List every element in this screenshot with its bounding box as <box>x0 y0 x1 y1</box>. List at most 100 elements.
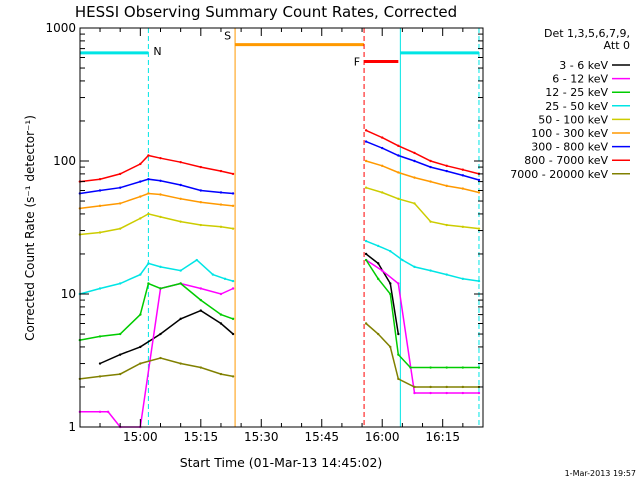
data-point <box>179 317 182 321</box>
data-point <box>376 244 380 248</box>
series-path <box>79 178 234 195</box>
data-point <box>118 353 122 356</box>
series-path <box>365 140 480 181</box>
data-point <box>413 151 416 155</box>
data-point <box>461 174 465 177</box>
data-point <box>231 375 235 378</box>
data-point <box>381 146 384 150</box>
series-path <box>79 282 234 341</box>
legend-entry-label: 12 - 25 keV <box>545 86 608 99</box>
data-point <box>231 332 235 336</box>
data-point <box>147 154 150 157</box>
data-point <box>376 262 380 265</box>
data-point <box>429 165 432 169</box>
data-point <box>461 366 465 369</box>
data-point <box>364 239 368 243</box>
data-point <box>118 172 122 176</box>
data-point <box>389 292 392 296</box>
data-point <box>429 180 432 183</box>
data-point <box>179 269 182 272</box>
data-point <box>376 332 380 336</box>
data-point <box>219 191 223 194</box>
data-point <box>381 269 384 272</box>
data-point <box>397 154 400 157</box>
data-point <box>231 227 235 230</box>
data-point <box>413 159 416 163</box>
data-point <box>364 252 368 256</box>
data-point <box>461 385 465 389</box>
data-point <box>429 269 432 272</box>
data-point <box>139 273 142 276</box>
data-point <box>106 410 110 414</box>
data-point <box>477 279 481 283</box>
data-point <box>139 217 142 220</box>
data-point <box>199 298 203 302</box>
data-point <box>219 203 223 206</box>
series-path <box>365 253 400 335</box>
data-point <box>445 184 448 188</box>
data-point <box>477 191 481 194</box>
data-point <box>159 287 162 290</box>
legend-entry-label: 25 - 50 keV <box>545 100 608 113</box>
data-point <box>413 385 416 389</box>
data-point <box>219 169 223 173</box>
series-path <box>365 129 480 175</box>
data-point <box>429 159 432 163</box>
data-point <box>364 258 368 262</box>
data-point <box>231 279 235 283</box>
data-point <box>118 282 122 285</box>
series-path <box>365 259 479 369</box>
data-point <box>118 227 122 230</box>
data-point <box>159 156 162 160</box>
series-line <box>78 258 481 429</box>
observing-flags: N S F <box>80 28 480 427</box>
data-point <box>199 165 203 169</box>
x-axis-label: Start Time (01-Mar-13 14:45:02) <box>180 455 383 470</box>
data-point <box>389 282 392 285</box>
data-point <box>219 292 223 296</box>
data-point <box>223 277 227 281</box>
data-point <box>381 164 384 168</box>
data-point <box>477 366 481 369</box>
data-point <box>401 258 404 262</box>
series-path <box>365 259 479 394</box>
data-point <box>429 391 432 395</box>
data-point <box>139 195 142 198</box>
x-tick-label: 16:00 <box>365 430 400 444</box>
series-path <box>365 240 480 282</box>
series-line <box>78 159 481 210</box>
footer-timestamp: 1-Mar-2013 19:57 <box>565 469 636 478</box>
data-point <box>461 168 465 171</box>
data-point <box>381 191 384 194</box>
series-path <box>79 213 234 236</box>
data-point <box>98 375 102 378</box>
legend-entry-label: 7000 - 20000 keV <box>510 168 608 181</box>
legend-entry-label: 100 - 300 keV <box>531 127 608 140</box>
series-line <box>98 252 400 365</box>
data-point <box>179 220 182 223</box>
data-point <box>179 183 182 187</box>
data-point <box>477 391 481 395</box>
legend-title: Att 0 <box>604 39 630 52</box>
data-point <box>118 202 122 205</box>
data-point <box>179 197 182 200</box>
data-point <box>461 187 465 190</box>
data-point <box>445 273 448 276</box>
data-point <box>397 332 400 336</box>
legend-title: Det 1,3,5,6,7,9, <box>544 27 630 40</box>
data-point <box>445 391 448 395</box>
data-point <box>139 345 142 349</box>
data-point <box>98 287 102 290</box>
data-point <box>445 366 448 369</box>
data-point <box>381 136 384 139</box>
series-path <box>79 282 234 428</box>
y-tick-label: 1 <box>68 420 76 434</box>
data-point <box>397 377 400 381</box>
series-path <box>99 309 234 365</box>
data-point <box>461 277 465 281</box>
data-point <box>397 197 400 200</box>
data-point <box>147 212 150 216</box>
x-tick-label: 15:30 <box>244 430 279 444</box>
